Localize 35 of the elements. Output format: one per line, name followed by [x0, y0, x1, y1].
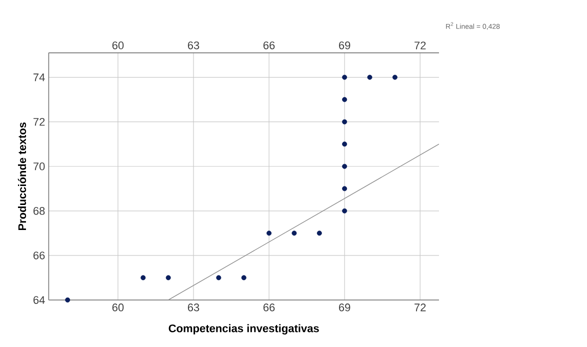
x-tick-label: 72 — [414, 42, 426, 50]
point — [140, 275, 146, 280]
point — [367, 74, 372, 80]
point — [342, 142, 348, 147]
point — [392, 74, 398, 80]
x-tick-label: 66 — [263, 41, 275, 50]
y-axis-title: Producciónde textos — [18, 122, 26, 230]
x2-tick-label: 72 — [414, 304, 426, 312]
x-tick-label: 69 — [339, 41, 350, 50]
x2-tick-label: 60 — [112, 304, 124, 312]
point — [316, 230, 322, 236]
x-tick-label: 63 — [188, 41, 200, 50]
x-tick-label: 60 — [112, 41, 124, 50]
point — [292, 230, 297, 236]
y-tick-label: 70 — [34, 162, 45, 170]
x2-tick-label: 63 — [188, 304, 200, 312]
point — [216, 275, 222, 280]
point — [166, 275, 171, 280]
point — [342, 74, 348, 80]
y-tick-label: 64 — [34, 296, 45, 304]
y-tick-label: 68 — [34, 207, 45, 215]
point — [342, 119, 348, 124]
x2-tick-label: 66 — [263, 304, 275, 312]
x-axis-title: Competencias investigativas — [168, 324, 319, 334]
x2-tick-label: 69 — [339, 304, 350, 312]
y-tick-label: 74 — [34, 74, 45, 82]
point — [342, 97, 348, 102]
y-tick-label: 66 — [34, 252, 45, 260]
point — [342, 186, 348, 192]
y-tick-label: 72 — [34, 118, 45, 126]
point — [241, 275, 246, 280]
point — [342, 164, 348, 169]
point — [342, 208, 348, 214]
point — [65, 297, 70, 302]
point — [266, 230, 272, 236]
